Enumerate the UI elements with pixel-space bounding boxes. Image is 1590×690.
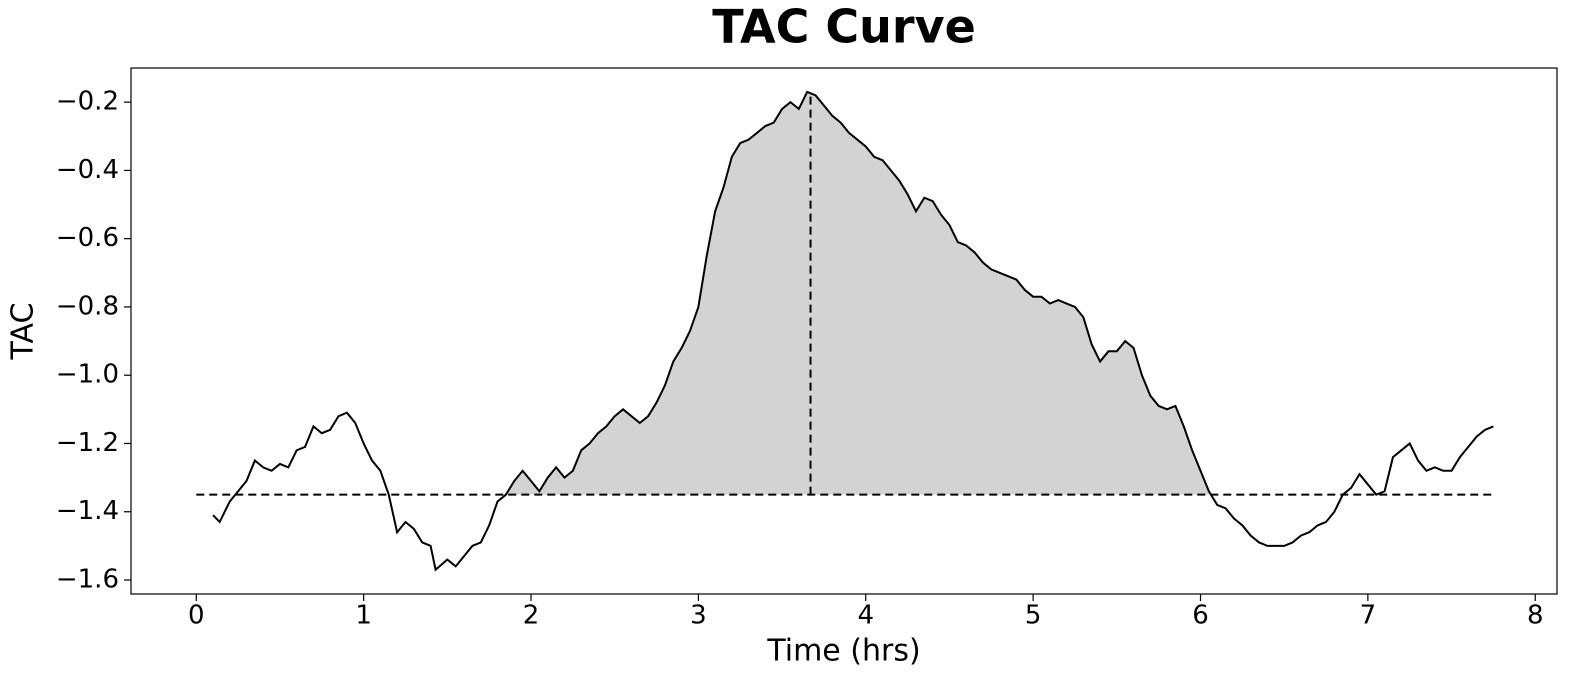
y-axis-label: TAC — [6, 303, 41, 361]
y-tick-label: −1.4 — [56, 496, 119, 526]
y-tick-label: −0.6 — [56, 223, 119, 253]
x-tick-label: 0 — [188, 601, 205, 631]
y-tick-label: −1.2 — [56, 428, 119, 458]
y-tick-label: −1.0 — [56, 360, 119, 390]
x-tick-label: 3 — [690, 601, 707, 631]
plot-frame — [130, 67, 1558, 595]
y-tick-label: −0.8 — [56, 291, 119, 321]
x-tick-label: 6 — [1192, 601, 1209, 631]
chart-title: TAC Curve — [712, 0, 976, 54]
auc-fill — [505, 91, 1211, 495]
tac-line — [212, 90, 1494, 572]
x-tick-label: 5 — [1025, 601, 1042, 631]
x-tick-label: 4 — [857, 601, 874, 631]
y-tick-label: −0.4 — [56, 155, 119, 185]
x-tick-label: 7 — [1360, 601, 1377, 631]
x-tick-label: 1 — [355, 601, 372, 631]
x-tick-label: 8 — [1527, 601, 1544, 631]
x-tick-label: 2 — [523, 601, 540, 631]
y-tick-label: −0.2 — [56, 87, 119, 117]
x-axis-label: Time (hrs) — [766, 634, 920, 669]
y-tick-label: −1.6 — [56, 565, 119, 595]
